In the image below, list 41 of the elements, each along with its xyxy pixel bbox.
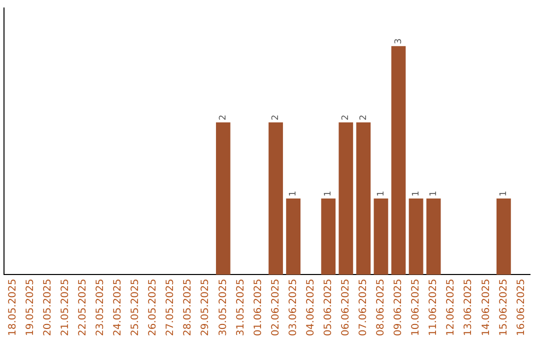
- x-tick-label: 26.05.2025: [148, 278, 159, 336]
- x-tick-label: 03.06.2025: [288, 278, 299, 336]
- x-tick-label: 23.05.2025: [95, 278, 106, 336]
- x-tick-label: 07.06.2025: [358, 278, 370, 336]
- data-label: 1: [499, 190, 510, 197]
- x-tick-label: 09.06.2025: [393, 278, 404, 336]
- x-tick-label: 13.06.2025: [463, 278, 474, 336]
- x-tick-label: 18.05.2025: [7, 278, 18, 336]
- x-tick-label: 01.06.2025: [252, 278, 264, 336]
- x-tick-label: 29.05.2025: [200, 278, 212, 336]
- data-label: 1: [411, 190, 422, 197]
- x-tick-label: 12.06.2025: [446, 278, 457, 336]
- x-tick-label: 06.06.2025: [340, 278, 352, 336]
- data-label: 3: [394, 38, 404, 44]
- x-tick-label: 16.06.2025: [516, 278, 527, 336]
- data-label: 2: [218, 114, 229, 120]
- x-tick-label: 05.06.2025: [322, 278, 334, 336]
- x-tick-label: 15.06.2025: [498, 278, 510, 336]
- x-tick-label: 21.05.2025: [60, 278, 71, 336]
- data-label: 2: [271, 114, 282, 120]
- x-tick-label: 14.06.2025: [480, 278, 492, 336]
- x-tick-label: 08.06.2025: [376, 278, 387, 336]
- x-tick-label: 30.05.2025: [218, 278, 229, 336]
- x-tick-label: 10.06.2025: [410, 278, 422, 336]
- data-label: 2: [358, 114, 369, 120]
- x-tick-label: 22.05.2025: [77, 278, 88, 336]
- data-label: 1: [376, 190, 386, 197]
- x-tick-label: 02.06.2025: [270, 278, 282, 336]
- x-tick-label: 11.06.2025: [428, 278, 440, 336]
- data-label: 1: [324, 190, 334, 197]
- x-tick-label: 04.06.2025: [305, 278, 316, 336]
- x-tick-label: 24.05.2025: [112, 278, 124, 336]
- x-tick-label: 27.05.2025: [165, 278, 176, 336]
- x-tick-label: 28.05.2025: [182, 278, 194, 336]
- data-label: 1: [428, 190, 439, 197]
- data-label: 1: [288, 190, 299, 197]
- x-tick-label: 25.05.2025: [130, 278, 142, 336]
- x-tick-label: 19.05.2025: [24, 278, 36, 336]
- x-tick-label: 20.05.2025: [42, 278, 54, 336]
- data-label: 2: [341, 114, 352, 120]
- x-tick-label: 31.05.2025: [235, 278, 246, 336]
